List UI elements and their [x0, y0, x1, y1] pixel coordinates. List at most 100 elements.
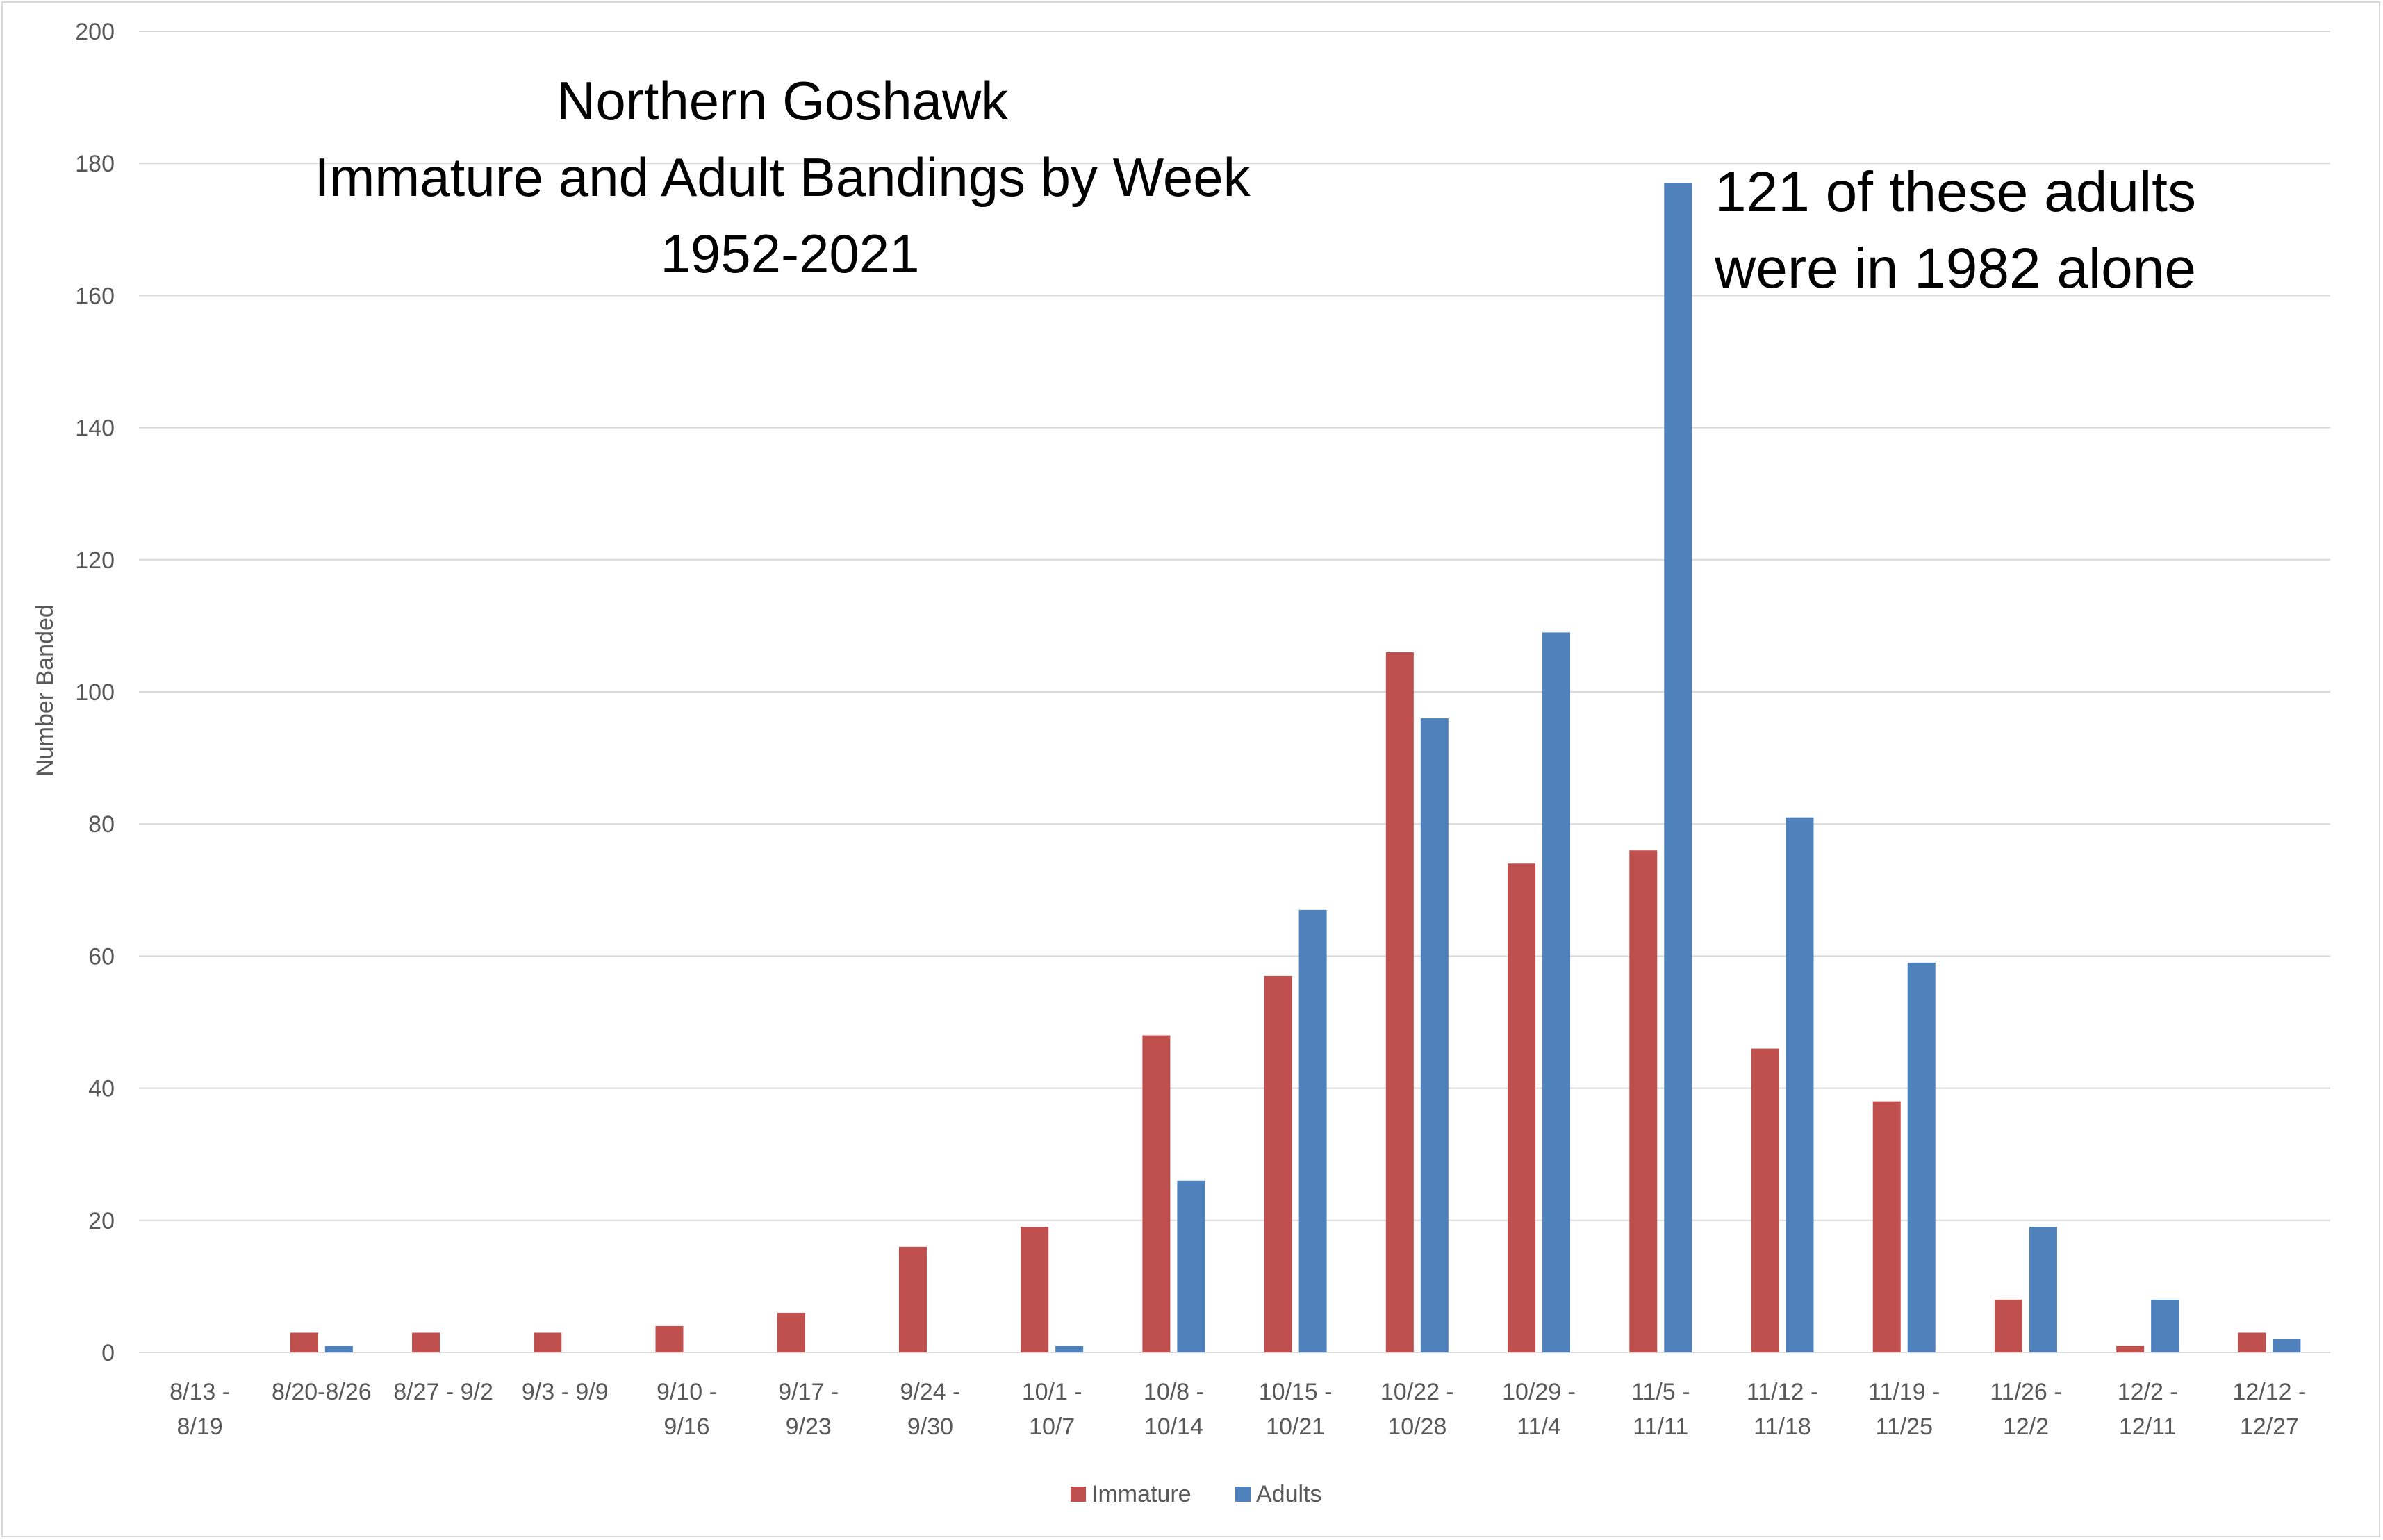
- x-tick-label-line: 11/12 -: [1747, 1379, 1818, 1405]
- bar-adults-16: [2151, 1299, 2179, 1352]
- x-tick-label-line: 9/3 - 9/9: [522, 1379, 609, 1405]
- bar-immature-13: [1751, 1048, 1779, 1352]
- bar-adults-9: [1298, 909, 1327, 1352]
- y-axis-ticks: 0 20 40 60 80 100 120 140 160 180 200: [75, 19, 115, 1366]
- x-tick-label-line: 9/30: [907, 1414, 953, 1440]
- bar-immature-4: [655, 1325, 684, 1352]
- x-tick-label-line: 9/23: [786, 1414, 832, 1440]
- bar-immature-2: [412, 1332, 440, 1352]
- bar-adults-8: [1177, 1180, 1205, 1352]
- x-tick-label-line: 12/2: [2003, 1414, 2049, 1440]
- x-tick-label-line: 11/18: [1754, 1414, 1811, 1440]
- legend-swatch-immature: [1071, 1487, 1086, 1502]
- x-tick-label: 10/15 - 10/21: [1259, 1379, 1333, 1440]
- bar-adults-11: [1542, 632, 1571, 1353]
- x-tick-label-line: 11/4: [1517, 1414, 1561, 1440]
- x-tick-label-line: 8/13 -: [170, 1379, 230, 1405]
- y-axis-label: Number Banded: [32, 604, 58, 777]
- bars: [290, 183, 2301, 1353]
- legend-label-immature: Immature: [1091, 1481, 1192, 1507]
- bar-immature-17: [2238, 1332, 2266, 1352]
- bar-immature-5: [777, 1312, 805, 1352]
- x-tick-label: 8/27 - 9/2: [393, 1379, 493, 1405]
- x-tick-label-line: 10/8 -: [1144, 1379, 1204, 1405]
- title-line-3: 1952-2021: [660, 223, 919, 284]
- legend: Immature Adults: [1071, 1481, 1322, 1507]
- bar-immature-7: [1021, 1227, 1049, 1352]
- x-tick-label-line: 10/14: [1144, 1414, 1203, 1440]
- x-tick-label: 9/3 - 9/9: [522, 1379, 609, 1405]
- y-tick-label: 200: [75, 19, 115, 45]
- annotation-text: 121 of these adults were in 1982 alone: [1714, 160, 2212, 300]
- bar-immature-3: [534, 1332, 562, 1352]
- x-tick-label: 11/12 - 11/18: [1747, 1379, 1818, 1440]
- x-tick-label-line: 8/27 - 9/2: [393, 1379, 493, 1405]
- title-line-2: Immature and Adult Bandings by Week: [315, 147, 1251, 208]
- x-tick-label: 9/17 - 9/23: [778, 1379, 839, 1440]
- x-tick-label: 10/22 - 10/28: [1380, 1379, 1454, 1440]
- gridlines: [139, 31, 2330, 1353]
- x-tick-label-line: 11/11: [1633, 1414, 1688, 1440]
- y-tick-label: 60: [88, 943, 115, 970]
- bar-immature-15: [1994, 1299, 2022, 1352]
- y-tick-label: 100: [75, 679, 115, 706]
- y-tick-label: 0: [101, 1340, 115, 1366]
- bar-adults-12: [1664, 183, 1692, 1353]
- x-tick-label: 11/19 - 11/25: [1868, 1379, 1940, 1440]
- x-tick-label: 8/13 - 8/19: [170, 1379, 230, 1440]
- x-tick-label-line: 12/12 -: [2232, 1379, 2306, 1405]
- y-tick-label: 40: [88, 1076, 115, 1102]
- x-tick-label-line: 10/22 -: [1380, 1379, 1454, 1405]
- x-tick-label: 11/5 - 11/11: [1631, 1379, 1690, 1440]
- x-tick-label: 8/20-8/26: [272, 1379, 372, 1405]
- x-tick-label-line: 9/17 -: [778, 1379, 839, 1405]
- x-tick-label-line: 10/29 -: [1502, 1379, 1576, 1405]
- x-tick-label-line: 10/7: [1029, 1414, 1075, 1440]
- bar-immature-8: [1142, 1035, 1171, 1352]
- x-tick-label-line: 9/10 -: [657, 1379, 717, 1405]
- bar-immature-10: [1385, 652, 1414, 1352]
- bar-immature-16: [2116, 1346, 2145, 1352]
- bar-immature-9: [1264, 975, 1292, 1352]
- bar-immature-6: [898, 1246, 927, 1352]
- x-tick-label: 10/1 - 10/7: [1022, 1379, 1082, 1440]
- x-tick-label-line: 8/20-8/26: [272, 1379, 372, 1405]
- x-tick-label: 11/26 - 12/2: [1990, 1379, 2061, 1440]
- y-tick-label: 80: [88, 811, 115, 838]
- bar-adults-1: [324, 1346, 353, 1352]
- x-tick-label: 9/10 - 9/16: [657, 1379, 717, 1440]
- bar-adults-10: [1420, 718, 1449, 1352]
- x-tick-label: 9/24 - 9/30: [900, 1379, 960, 1440]
- title-line-1: Northern Goshawk: [556, 70, 1009, 131]
- y-tick-label: 180: [75, 151, 115, 177]
- x-tick-label: 10/29 - 11/4: [1502, 1379, 1576, 1440]
- legend-label-adults: Adults: [1256, 1481, 1322, 1507]
- x-tick-label-line: 9/16: [663, 1414, 709, 1440]
- bar-immature-11: [1508, 863, 1536, 1352]
- y-tick-label: 20: [88, 1208, 115, 1234]
- x-tick-label-line: 11/19 -: [1868, 1379, 1940, 1405]
- annotation-line-1: 121 of these adults: [1715, 160, 2196, 224]
- annotation-line-2: were in 1982 alone: [1714, 237, 2196, 300]
- x-tick-label: 12/2 - 12/11: [2118, 1379, 2178, 1440]
- bar-immature-14: [1872, 1101, 1901, 1352]
- bar-adults-17: [2273, 1339, 2301, 1352]
- chart-title: Northern Goshawk Immature and Adult Band…: [315, 70, 1266, 284]
- bar-adults-15: [2029, 1227, 2057, 1352]
- x-tick-label: 12/12 - 12/27: [2232, 1379, 2306, 1440]
- x-tick-label-line: 12/27: [2240, 1414, 2299, 1440]
- y-tick-label: 140: [75, 415, 115, 442]
- x-tick-label-line: 9/24 -: [900, 1379, 960, 1405]
- x-tick-label-line: 11/26 -: [1990, 1379, 2061, 1405]
- x-tick-label-line: 10/1 -: [1022, 1379, 1082, 1405]
- x-tick-label-line: 8/19: [177, 1414, 223, 1440]
- x-tick-label-line: 10/15 -: [1259, 1379, 1333, 1405]
- bar-adults-7: [1055, 1346, 1084, 1352]
- x-tick-label-line: 11/25: [1875, 1414, 1933, 1440]
- bar-adults-13: [1786, 817, 1814, 1352]
- x-tick-label-line: 10/21: [1266, 1414, 1325, 1440]
- bar-immature-12: [1629, 850, 1658, 1352]
- x-tick-label-line: 12/2 -: [2118, 1379, 2178, 1405]
